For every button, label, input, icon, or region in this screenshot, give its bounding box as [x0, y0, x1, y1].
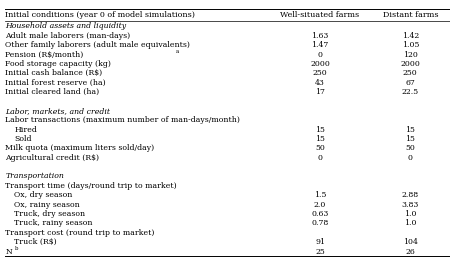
- Text: 0: 0: [318, 50, 323, 59]
- Text: 0.78: 0.78: [311, 219, 329, 227]
- Text: 1.0: 1.0: [404, 210, 417, 218]
- Text: 1.47: 1.47: [311, 41, 329, 49]
- Text: Truck, dry season: Truck, dry season: [15, 210, 86, 218]
- Text: 26: 26: [405, 247, 415, 256]
- Text: a: a: [176, 49, 179, 54]
- Text: 0: 0: [408, 154, 413, 162]
- Text: Distant farms: Distant farms: [383, 11, 438, 19]
- Text: 50: 50: [315, 144, 325, 152]
- Text: Milk quota (maximum liters sold/day): Milk quota (maximum liters sold/day): [5, 144, 155, 152]
- Text: b: b: [15, 246, 19, 251]
- Text: 0: 0: [318, 154, 323, 162]
- Text: Adult male laborers (man-days): Adult male laborers (man-days): [5, 32, 131, 40]
- Text: 50: 50: [405, 144, 415, 152]
- Text: 120: 120: [403, 50, 418, 59]
- Text: Truck (R$): Truck (R$): [15, 238, 57, 246]
- Text: 250: 250: [313, 69, 328, 77]
- Text: 2000: 2000: [400, 60, 420, 68]
- Text: Agricultural credit (R$): Agricultural credit (R$): [5, 154, 100, 162]
- Text: Transportation: Transportation: [5, 173, 64, 180]
- Text: Labor, markets, and credit: Labor, markets, and credit: [5, 107, 111, 115]
- Text: Sold: Sold: [15, 135, 32, 143]
- Text: 15: 15: [405, 126, 415, 134]
- Text: Hired: Hired: [15, 126, 37, 134]
- Text: 15: 15: [315, 135, 325, 143]
- Text: Initial conditions (year 0 of model simulations): Initial conditions (year 0 of model simu…: [5, 11, 196, 19]
- Text: Initial forest reserve (ha): Initial forest reserve (ha): [5, 79, 106, 87]
- Text: Transport cost (round trip to market): Transport cost (round trip to market): [5, 229, 155, 237]
- Text: 43: 43: [315, 79, 325, 87]
- Text: 2000: 2000: [310, 60, 330, 68]
- Text: 15: 15: [315, 126, 325, 134]
- Text: 2.88: 2.88: [402, 191, 419, 199]
- Text: Truck, rainy season: Truck, rainy season: [15, 219, 93, 227]
- Text: Food storage capacity (kg): Food storage capacity (kg): [5, 60, 111, 68]
- Text: Initial cleared land (ha): Initial cleared land (ha): [5, 88, 100, 96]
- Text: N: N: [5, 247, 12, 256]
- Text: Ox, dry season: Ox, dry season: [15, 191, 73, 199]
- Text: Pension (R$/month): Pension (R$/month): [5, 50, 84, 59]
- Text: 0.63: 0.63: [311, 210, 329, 218]
- Text: 1.5: 1.5: [314, 191, 326, 199]
- Text: 91: 91: [315, 238, 325, 246]
- Text: 22.5: 22.5: [402, 88, 419, 96]
- Text: Labor transactions (maximum number of man-days/month): Labor transactions (maximum number of ma…: [5, 116, 240, 124]
- Text: 1.05: 1.05: [402, 41, 419, 49]
- Text: 1.0: 1.0: [404, 219, 417, 227]
- Text: Transport time (days/round trip to market): Transport time (days/round trip to marke…: [5, 182, 177, 190]
- Text: Ox, rainy season: Ox, rainy season: [15, 201, 80, 209]
- Text: Other family laborers (adult male equivalents): Other family laborers (adult male equiva…: [5, 41, 190, 49]
- Text: 250: 250: [403, 69, 418, 77]
- Text: Initial cash balance (R$): Initial cash balance (R$): [5, 69, 102, 77]
- Text: Well-situated farms: Well-situated farms: [280, 11, 359, 19]
- Text: 25: 25: [315, 247, 325, 256]
- Text: 104: 104: [403, 238, 418, 246]
- Text: 2.0: 2.0: [314, 201, 326, 209]
- Text: Household assets and liquidity: Household assets and liquidity: [5, 22, 126, 31]
- Text: 1.42: 1.42: [402, 32, 419, 40]
- Text: 17: 17: [315, 88, 325, 96]
- Text: 15: 15: [405, 135, 415, 143]
- Text: 3.83: 3.83: [402, 201, 419, 209]
- Text: 1.63: 1.63: [311, 32, 329, 40]
- Text: 67: 67: [405, 79, 415, 87]
